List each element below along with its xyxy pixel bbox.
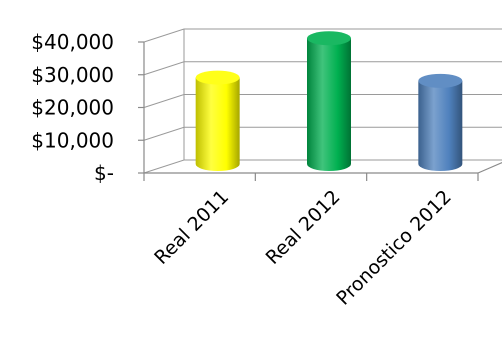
bar-real-2012 — [307, 31, 351, 172]
grid-layer — [143, 28, 502, 174]
axis-layer — [138, 41, 502, 181]
bar-body — [307, 38, 351, 172]
bar-top — [195, 70, 240, 85]
bar-top — [307, 31, 351, 46]
bar-body — [418, 80, 463, 171]
x-category-label: Real 2011 — [150, 186, 233, 269]
y-tick-label: $- — [94, 161, 114, 185]
bar-real-2011 — [195, 70, 240, 171]
bar-top — [418, 73, 463, 88]
bar-pronostico-2012 — [418, 73, 463, 171]
bars-layer — [195, 31, 463, 172]
y-axis-tick-labels: $- $10,000 $20,000 $30,000 $40,000 — [31, 30, 114, 185]
floor-right-edge — [477, 161, 502, 174]
y-tick-label: $30,000 — [31, 63, 114, 87]
y-tick-label: $10,000 — [31, 128, 114, 152]
x-category-label: Real 2012 — [262, 186, 345, 269]
x-category-label: Pronostico 2012 — [332, 186, 456, 310]
bar-body — [195, 77, 240, 171]
y-tick-label: $40,000 — [31, 30, 114, 54]
y-tick-label: $20,000 — [31, 96, 114, 120]
